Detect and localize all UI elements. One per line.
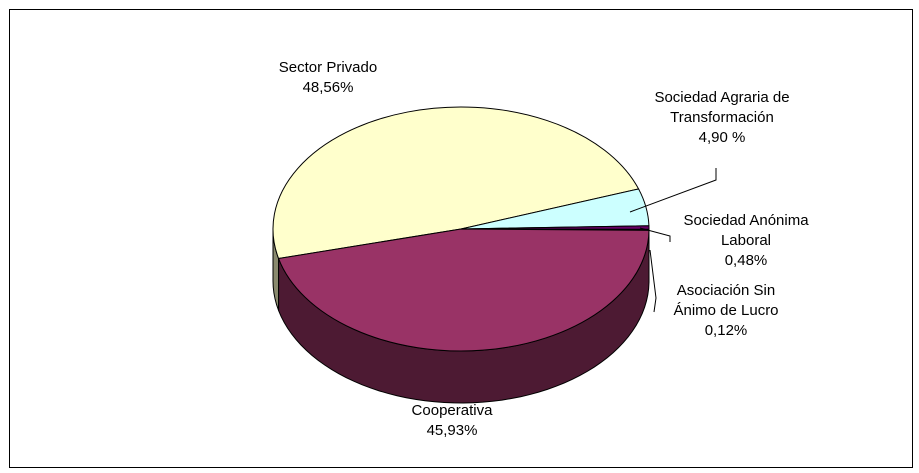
slice-label-0: Sector Privado 48,56% <box>279 59 377 96</box>
leader-line-0 <box>629 168 717 213</box>
leader-lines <box>629 168 717 313</box>
slice-label-line: Transformación <box>670 109 774 126</box>
pie-slices <box>272 106 650 352</box>
leader-line-2 <box>649 249 657 313</box>
slice-label-2: Sociedad Anónima Laboral 0,48% <box>683 212 809 269</box>
slice-label-line: Asociación Sin <box>677 282 775 299</box>
slice-labels: Sector Privado 48,56% Sociedad Agraria de T… <box>279 59 809 439</box>
slice-label-line: Sector Privado <box>279 59 377 76</box>
slice-label-line: 4,90 % <box>699 129 746 146</box>
slice-label-3: Asociación Sin Ánimo de Lucro 0,12% <box>673 282 778 339</box>
slice-label-line: 0,48% <box>725 252 768 269</box>
pie-chart: Sector Privado 48,56% Sociedad Agraria de T… <box>272 59 809 439</box>
slice-label-line: Ánimo de Lucro <box>673 302 778 319</box>
slice-label-line: 45,93% <box>427 422 478 439</box>
slice-label-line: Cooperativa <box>412 402 494 419</box>
slice-label-line: Sociedad Agraria de <box>654 89 789 106</box>
cropped-caption-fragment <box>9 0 29 8</box>
pie-slice-4 <box>277 228 650 352</box>
slice-label-line: Sociedad Anónima <box>683 212 809 229</box>
slice-label-4: Cooperativa 45,93% <box>412 402 494 439</box>
pie-slice-0 <box>272 106 640 260</box>
slice-label-1: Sociedad Agraria de Transformación 4,90 % <box>654 89 789 146</box>
chart-area: Sector Privado 48,56% Sociedad Agraria de T… <box>9 9 913 468</box>
leader-line-1 <box>639 227 671 242</box>
slice-label-line: 0,12% <box>705 322 748 339</box>
slice-label-line: 48,56% <box>303 79 354 96</box>
slice-label-line: Laboral <box>721 232 771 249</box>
